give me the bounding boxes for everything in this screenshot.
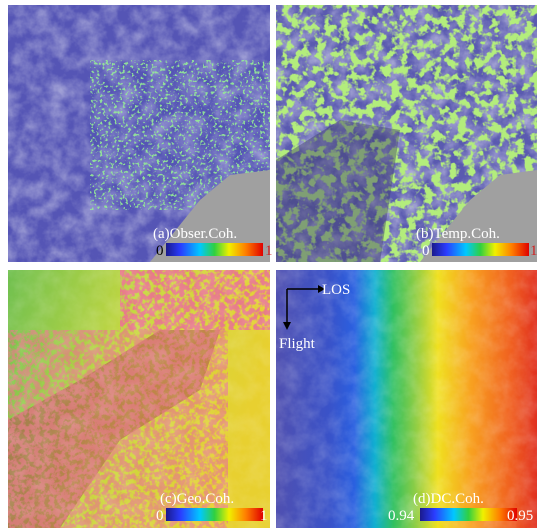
panel-b — [276, 5, 537, 262]
colorbar-max: 1 — [530, 243, 538, 259]
colorbar-max: 0.95 — [507, 508, 533, 524]
colorbar-min: 0 — [156, 243, 164, 259]
colorbar-min: 0 — [156, 508, 164, 524]
flight-label: Flight — [279, 336, 316, 352]
colorbar-max: 1 — [265, 243, 273, 259]
panel-label: (a)Obser.Coh. — [153, 226, 237, 242]
colorbar-min: 0.94 — [388, 508, 415, 524]
colorbar-max: 1 — [260, 508, 268, 524]
panel-label: (d)DC.Coh. — [413, 491, 484, 507]
panel-d: LOS Flight — [276, 270, 537, 528]
panel-label: (c)Geo.Coh. — [160, 491, 234, 507]
colorbar-min: 0 — [422, 243, 430, 259]
panel-a — [8, 5, 270, 262]
panel-c — [8, 270, 270, 528]
los-label: LOS — [322, 282, 350, 298]
panel-label: (b)Temp.Coh. — [416, 226, 500, 242]
